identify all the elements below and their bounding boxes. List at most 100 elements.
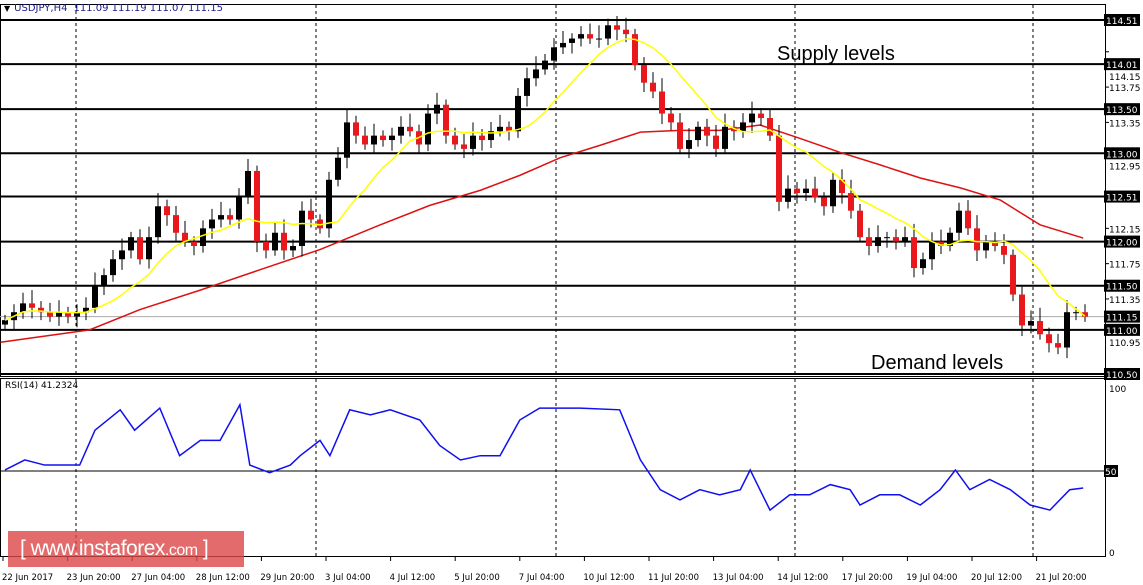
bull-candle — [272, 232, 278, 251]
bull-candle — [2, 320, 8, 325]
bear-candle — [182, 232, 188, 242]
quote-label: 111.09 111.19 111.07 111.15 — [73, 3, 223, 14]
bear-candle — [1082, 312, 1088, 317]
price-axis-label: 111.35 — [1109, 296, 1141, 306]
bull-candle — [560, 42, 566, 48]
time-axis-label: 29 Jun 20:00 — [260, 573, 314, 583]
time-axis-label: 17 Jul 20:00 — [842, 573, 893, 583]
bear-candle — [407, 126, 413, 132]
rsi-axis-50: 50 — [1105, 468, 1117, 478]
level-label: 113.00 — [1106, 150, 1138, 160]
bear-candle — [974, 228, 980, 251]
bull-candle — [110, 259, 116, 276]
bull-candle — [686, 140, 692, 149]
price-axis-label: 112.15 — [1109, 225, 1141, 235]
bear-candle — [1046, 334, 1052, 344]
time-axis-label: 14 Jul 12:00 — [777, 573, 828, 583]
bear-candle — [506, 126, 512, 132]
bull-candle — [578, 34, 584, 39]
level-label-bg — [1104, 58, 1140, 71]
bull-candle — [1028, 321, 1034, 326]
bear-candle — [704, 126, 710, 136]
bull-candle — [983, 241, 989, 251]
current-price-bg — [1104, 310, 1140, 323]
bear-candle — [758, 113, 764, 118]
bear-candle — [713, 135, 719, 149]
bull-candle — [290, 245, 296, 251]
bear-candle — [794, 188, 800, 194]
level-label-bg — [1104, 14, 1140, 26]
bull-candle — [1073, 312, 1079, 314]
bear-candle — [479, 135, 485, 141]
bull-candle — [119, 250, 125, 260]
symbol-label: USDJPY,H4 — [14, 3, 68, 14]
bear-candle — [38, 307, 44, 313]
bull-candle — [947, 232, 953, 246]
bull-candle — [956, 210, 962, 233]
ma-fast-line — [4, 38, 1086, 321]
bear-candle — [650, 82, 656, 92]
demand-levels-annotation: Demand levels — [871, 352, 1004, 374]
bear-candle — [992, 241, 998, 246]
price-axis-label: 112.95 — [1109, 162, 1141, 172]
time-axis-label: 28 Jun 12:00 — [196, 573, 250, 583]
bull-candle — [299, 210, 305, 246]
price-axis-label: 111.75 — [1109, 261, 1141, 271]
rsi-50-bg — [1104, 465, 1118, 477]
bull-candle — [200, 228, 206, 246]
bear-candle — [29, 303, 35, 308]
watermark-text: www.instaforex — [30, 537, 166, 560]
bull-candle — [344, 122, 350, 158]
bull-candle — [74, 312, 80, 317]
bull-candle — [236, 197, 242, 220]
bear-candle — [839, 179, 845, 194]
bear-candle — [632, 34, 638, 66]
bear-candle — [659, 91, 665, 114]
bear-candle — [452, 135, 458, 145]
price-axis-label: 114.15 — [1109, 73, 1141, 83]
bear-candle — [308, 210, 314, 220]
time-axis-label: 22 Jun 2017 — [2, 573, 53, 583]
time-axis-label: 3 Jul 04:00 — [325, 573, 371, 583]
watermark-tld: .com — [164, 542, 198, 559]
time-axis-label: 11 Jul 20:00 — [648, 573, 699, 583]
price-axis-label: 113.35 — [1109, 119, 1141, 129]
bull-candle — [920, 259, 926, 269]
level-label-bg — [1104, 103, 1140, 116]
bull-candle — [785, 188, 791, 202]
price-axis-label: 110.95 — [1109, 339, 1141, 349]
time-axis-label: 10 Jul 12:00 — [583, 573, 634, 583]
bull-candle — [596, 38, 602, 40]
bear-candle — [848, 193, 854, 211]
level-label: 110.50 — [1106, 371, 1138, 381]
level-label: 114.51 — [1106, 17, 1138, 27]
instaforex-watermark[interactable]: [ www.instaforex.com ] — [8, 531, 244, 567]
time-axis-label: 27 Jun 04:00 — [131, 573, 185, 583]
bear-candle — [857, 210, 863, 238]
bear-candle — [65, 312, 71, 317]
bull-candle — [101, 275, 107, 286]
bull-candle — [902, 237, 908, 242]
dropdown-triangle-icon[interactable]: ▼ — [4, 4, 11, 13]
rsi-axis-100: 100 — [1109, 385, 1126, 395]
bull-candle — [551, 47, 557, 61]
time-axis-label: 23 Jun 20:00 — [67, 573, 121, 583]
current-price-label: 111.15 — [1106, 314, 1138, 324]
bear-candle — [263, 241, 269, 251]
supply-levels-annotation: Supply levels — [777, 43, 895, 65]
bear-candle — [191, 241, 197, 246]
bear-candle — [641, 65, 647, 83]
bull-candle — [515, 95, 521, 132]
bull-candle — [155, 206, 161, 238]
bear-candle — [1037, 321, 1043, 335]
bull-candle — [830, 179, 836, 207]
bull-candle — [371, 135, 377, 145]
bear-candle — [47, 312, 53, 317]
bull-candle — [335, 157, 341, 180]
time-axis-label: 20 Jul 12:00 — [971, 573, 1022, 583]
time-axis-label: 7 Jul 04:00 — [519, 573, 565, 583]
bull-candle — [542, 60, 548, 70]
bear-candle — [227, 215, 233, 220]
main-panel-frame — [0, 4, 1106, 377]
